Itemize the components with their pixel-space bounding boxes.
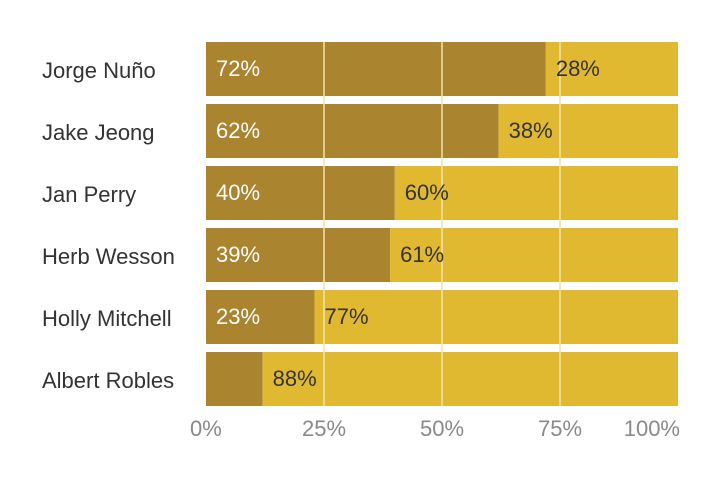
data-label: 72% xyxy=(216,56,260,81)
bar-segment-dark xyxy=(206,104,499,158)
bar-layer xyxy=(206,42,678,406)
category-label: Holly Mitchell xyxy=(42,306,172,331)
data-label: 88% xyxy=(273,366,317,391)
category-label: Jake Jeong xyxy=(42,120,155,145)
data-label: 40% xyxy=(216,180,260,205)
bar-segment-light xyxy=(545,42,678,96)
x-tick-label: 0% xyxy=(190,416,222,441)
category-label: Albert Robles xyxy=(42,368,174,393)
gridlines xyxy=(323,42,561,406)
data-label: 77% xyxy=(325,304,369,329)
bar-segment-light xyxy=(262,352,678,406)
bar-segment-light xyxy=(498,104,678,158)
x-tick-label: 75% xyxy=(538,416,582,441)
data-label: 39% xyxy=(216,242,260,267)
data-label: 62% xyxy=(216,118,260,143)
x-tick-label: 25% xyxy=(302,416,346,441)
x-tick-label: 100% xyxy=(624,416,680,441)
bar-segment-dark xyxy=(206,290,315,344)
category-label: Herb Wesson xyxy=(42,244,175,269)
data-label: 38% xyxy=(509,118,553,143)
category-label: Jorge Nuño xyxy=(42,58,156,83)
bar-segment-light xyxy=(314,290,678,344)
category-labels: Jorge Nuño Jake Jeong Jan Perry Herb Wesson… xyxy=(42,58,175,393)
data-label: 23% xyxy=(216,304,260,329)
bar-segment-light xyxy=(390,228,678,282)
data-label: 60% xyxy=(405,180,449,205)
bar-segment-dark xyxy=(206,228,391,282)
data-label: 61% xyxy=(400,242,444,267)
value-labels: 72% 28% 62% 38% 40% 60% 39% 61% 23% 77% 88% xyxy=(216,56,600,391)
bar-segment-dark xyxy=(206,166,395,220)
x-tick-label: 50% xyxy=(420,416,464,441)
bar-segment-dark xyxy=(206,42,546,96)
category-label: Jan Perry xyxy=(42,182,136,207)
x-axis-ticks: 0% 25% 50% 75% 100% xyxy=(190,416,680,441)
data-label: 28% xyxy=(556,56,600,81)
bar-segment-dark xyxy=(206,352,263,406)
